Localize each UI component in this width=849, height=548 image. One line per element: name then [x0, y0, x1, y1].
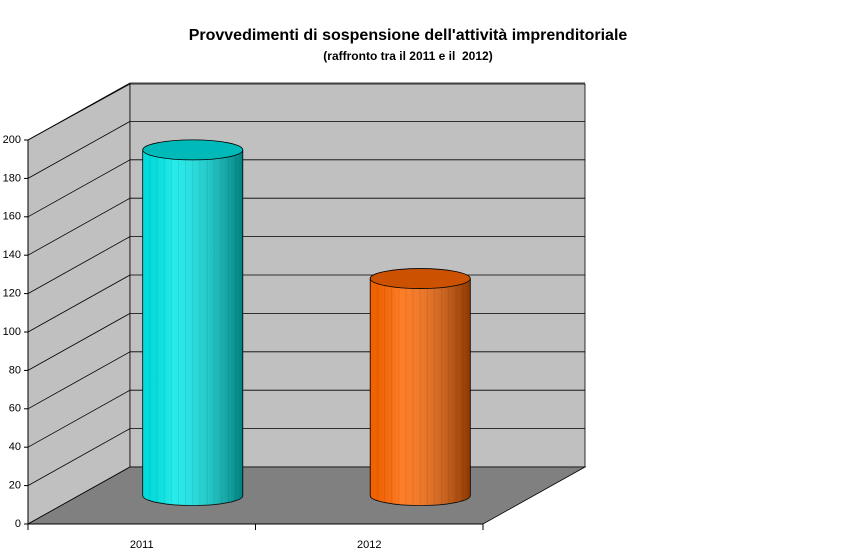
- x-tick-label: 2012: [357, 539, 381, 548]
- bar-top-shade: [142, 139, 243, 160]
- y-tick-label: 160: [3, 211, 21, 223]
- y-tick-label: 100: [3, 326, 21, 338]
- y-tick-label: 180: [3, 172, 21, 184]
- grid-line: [27, 313, 131, 371]
- chart-title: Provvedimenti di sospensione dell'attivi…: [189, 27, 628, 44]
- cylinder: [142, 139, 244, 506]
- grid-line: [27, 197, 131, 256]
- grid-line: [27, 351, 131, 410]
- grid-line: [27, 274, 131, 333]
- y-tick-label: 140: [3, 249, 21, 261]
- cylinder: [369, 268, 471, 506]
- y-tick-label: 40: [9, 441, 21, 453]
- y-tick-label: 120: [3, 288, 21, 300]
- y-tick-label: 60: [9, 403, 21, 415]
- bar-shade: [142, 149, 243, 506]
- bars: [142, 139, 471, 506]
- grid-line: [27, 389, 131, 448]
- grid-line: [27, 121, 131, 179]
- y-tick-label: 20: [9, 480, 21, 492]
- grid-line: [27, 82, 131, 141]
- grid-line: [27, 428, 131, 486]
- bar-top-shade: [370, 268, 471, 289]
- y-tick-label: 80: [9, 364, 21, 376]
- grid-line: [27, 236, 131, 294]
- bar-top: [369, 268, 471, 289]
- y-tick-label: 0: [15, 518, 21, 530]
- bar-shade: [370, 278, 471, 506]
- grid-line: [27, 159, 131, 218]
- chart-subtitle: (raffronto tra il 2011 e il 2012): [323, 49, 492, 63]
- x-tick-label: 2011: [130, 539, 154, 548]
- y-tick-label: 200: [3, 134, 21, 146]
- bar-top: [142, 139, 244, 161]
